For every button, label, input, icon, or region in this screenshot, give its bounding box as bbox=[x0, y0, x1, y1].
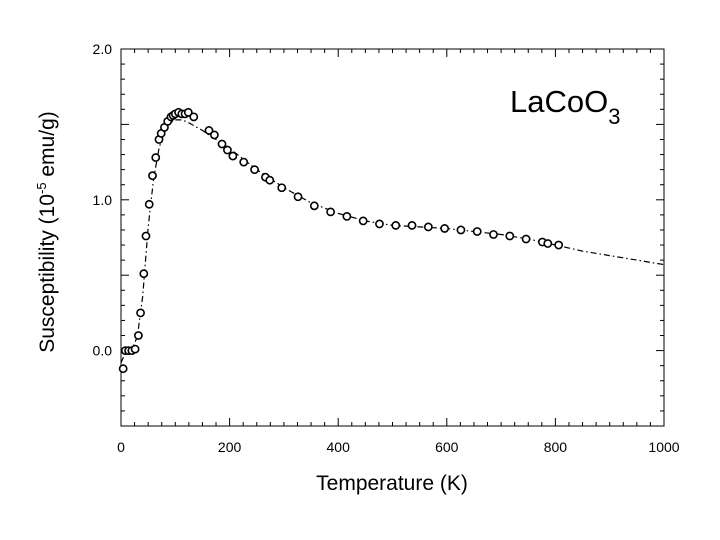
data-point bbox=[204, 126, 214, 135]
x-tick-label: 400 bbox=[327, 439, 351, 455]
data-markers bbox=[118, 107, 564, 374]
data-point bbox=[250, 165, 259, 175]
fit-curve-line bbox=[120, 119, 665, 363]
x-tick-label: 600 bbox=[435, 439, 459, 455]
data-point bbox=[326, 207, 335, 217]
y-axis-ticks: 0.0 1.0 2.0 bbox=[93, 41, 113, 359]
data-point bbox=[391, 221, 401, 230]
data-point bbox=[144, 199, 154, 209]
data-point bbox=[148, 171, 157, 181]
data-point bbox=[375, 219, 384, 229]
data-point bbox=[133, 331, 143, 340]
y-tick-label: 0.0 bbox=[93, 343, 113, 359]
x-tick-label: 200 bbox=[218, 439, 242, 455]
x-tick-label: 800 bbox=[544, 439, 568, 455]
y-tick-label: 2.0 bbox=[93, 41, 113, 57]
data-point bbox=[309, 201, 319, 211]
fit-curves bbox=[120, 119, 665, 363]
data-point bbox=[151, 153, 161, 162]
data-point bbox=[228, 151, 238, 161]
data-point bbox=[265, 175, 275, 185]
data-point bbox=[293, 192, 303, 202]
data-point bbox=[209, 130, 219, 140]
data-point bbox=[489, 230, 498, 239]
data-point bbox=[223, 145, 232, 155]
data-point bbox=[521, 234, 531, 244]
data-point bbox=[472, 227, 482, 236]
data-point bbox=[543, 239, 553, 248]
data-point bbox=[423, 222, 433, 232]
data-point bbox=[189, 112, 199, 122]
data-point bbox=[136, 308, 145, 318]
x-tick-label: 0 bbox=[117, 439, 125, 455]
y-tick-label: 1.0 bbox=[93, 192, 113, 208]
y-axis-title: Susceptibility (10-5 emu/g) bbox=[34, 111, 59, 353]
x-axis-ticks: 0 200 400 600 800 1000 bbox=[117, 439, 680, 455]
data-point bbox=[118, 364, 128, 374]
data-point bbox=[440, 224, 450, 233]
data-point bbox=[358, 216, 368, 226]
data-point bbox=[407, 221, 417, 230]
data-point bbox=[217, 139, 227, 149]
x-axis-title: Temperature (K) bbox=[316, 472, 468, 495]
data-point bbox=[456, 225, 466, 235]
data-point bbox=[239, 157, 249, 167]
data-point bbox=[183, 107, 193, 117]
data-point bbox=[342, 211, 352, 221]
data-point bbox=[139, 269, 149, 279]
data-point bbox=[554, 240, 564, 250]
data-point bbox=[505, 231, 515, 241]
data-point bbox=[130, 344, 140, 354]
x-tick-label: 1000 bbox=[648, 439, 679, 455]
data-point bbox=[277, 183, 287, 193]
data-point bbox=[141, 231, 151, 241]
minor-ticks bbox=[120, 48, 665, 427]
compound-label: LaCoO3 bbox=[510, 84, 621, 129]
